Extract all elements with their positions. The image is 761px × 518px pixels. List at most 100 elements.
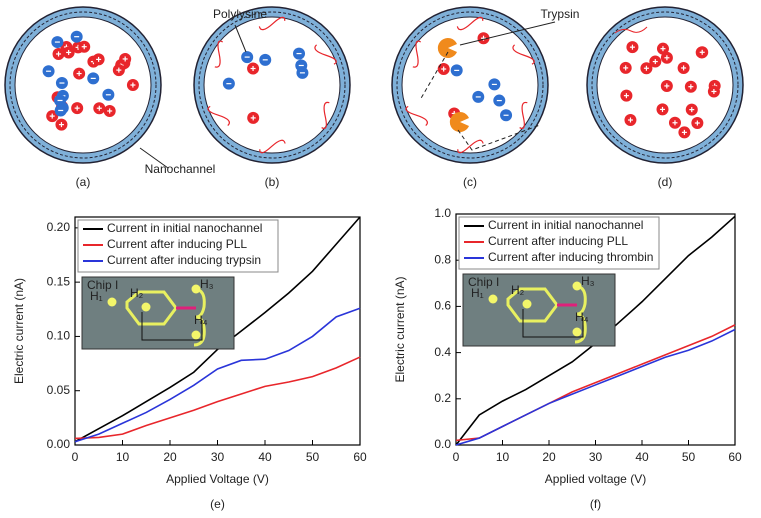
y-tick-label: 0.15: [47, 274, 71, 288]
polylysine: [207, 105, 230, 126]
x-tick-label: 40: [258, 450, 272, 464]
ion-sign: [252, 66, 254, 72]
trypsin: [437, 38, 457, 59]
x-tick-label: 10: [116, 450, 130, 464]
polylysine: [512, 44, 535, 65]
pointer: [139, 147, 169, 169]
electrode: [522, 299, 532, 309]
channel-dash: [198, 11, 346, 159]
ion-sign: [683, 65, 685, 71]
legend-label: Current after inducing PLL: [488, 234, 628, 248]
legend-box: [458, 216, 660, 270]
x-tick-label: 60: [728, 450, 742, 464]
polylysine: [457, 139, 484, 154]
ion-sign: [78, 71, 80, 77]
chip-channel: [125, 287, 206, 347]
legend-label: Current after inducing PLL: [107, 237, 247, 251]
polylysine: [456, 16, 484, 31]
ion-sign: [625, 93, 628, 99]
ion-sign: [299, 72, 305, 74]
ion-sign: [443, 66, 445, 72]
legend-label: Current after inducing trypsin: [107, 253, 261, 267]
electrode-label: H₃: [200, 277, 214, 291]
channel-inner: [401, 16, 539, 154]
y-tick-label: 0.8: [434, 252, 451, 266]
ion-sign: [674, 120, 676, 126]
ion-sign: [666, 83, 668, 89]
channel-dash: [591, 11, 739, 159]
ion-sign: [453, 110, 455, 116]
pointer: [459, 21, 556, 46]
ion-sign: [57, 51, 60, 57]
y-axis-label: Electric current (nA): [12, 278, 26, 384]
ion-sign: [690, 84, 692, 90]
electrode-label: H₂: [130, 286, 144, 300]
electrode: [488, 294, 498, 304]
panel-label: (b): [265, 175, 280, 189]
ion-sign: [68, 49, 70, 55]
polylysine: [321, 101, 330, 130]
panel-label: (c): [463, 175, 477, 189]
chip-wire: [522, 309, 584, 338]
ion-sign: [503, 114, 509, 116]
x-tick-label: 10: [496, 450, 510, 464]
polylysine: [259, 139, 286, 154]
diagram-label: Trypsin: [541, 7, 580, 21]
ion-sign: [77, 44, 79, 50]
caption: (f): [590, 497, 601, 511]
ion-sign: [683, 129, 685, 135]
electrode: [572, 327, 582, 337]
electrode: [141, 302, 151, 312]
legend-box: [77, 219, 279, 273]
ion-sign: [51, 113, 53, 119]
ion-sign: [109, 108, 111, 114]
ion-sign: [662, 46, 664, 52]
electrode-label: H₁: [471, 286, 484, 300]
ion-sign: [124, 56, 126, 62]
electrode-label: H₂: [511, 283, 525, 297]
x-axis-label: Applied Voltage (V): [166, 472, 269, 486]
ion-sign: [454, 69, 460, 72]
polylysine: [519, 101, 528, 130]
x-tick-label: 50: [682, 450, 696, 464]
channel-dash: [9, 11, 157, 159]
y-tick-label: 0.4: [434, 345, 451, 359]
ion-sign: [625, 65, 627, 71]
x-tick-label: 20: [542, 450, 556, 464]
ion-sign: [713, 88, 715, 94]
y-tick-label: 1.0: [434, 206, 451, 220]
electrode: [191, 330, 201, 340]
x-tick-label: 0: [72, 450, 79, 464]
ion-sign: [654, 59, 656, 65]
y-tick-label: 0.20: [47, 220, 71, 234]
ion-sign: [57, 99, 63, 102]
ion-sign: [262, 59, 268, 61]
series-line: [455, 328, 736, 446]
ion-sign: [691, 107, 693, 113]
electrode: [107, 297, 117, 307]
x-tick-label: 30: [589, 450, 603, 464]
electrode-label: H₄: [194, 313, 208, 327]
ion-sign: [54, 41, 60, 43]
ion-sign: [661, 106, 664, 112]
ion-sign: [701, 49, 703, 55]
ion-sign: [105, 94, 111, 96]
trypsin: [449, 112, 469, 132]
x-tick-label: 60: [353, 450, 367, 464]
ion-sign: [482, 35, 485, 41]
legend-label: Current in initial nanochannel: [107, 221, 262, 235]
ion-sign: [296, 52, 302, 55]
series-line: [74, 356, 361, 440]
chip-title: Chip I: [468, 275, 499, 289]
chip-inset: [81, 276, 235, 350]
chip-channel: [506, 284, 587, 344]
diagram-label: Polylysine: [213, 7, 267, 21]
y-tick-label: 0.0: [434, 437, 451, 451]
ion-sign: [696, 120, 698, 126]
ion-sign: [496, 99, 502, 102]
y-tick-label: 0.05: [47, 383, 71, 397]
ion-sign: [98, 105, 100, 111]
x-tick-label: 20: [163, 450, 177, 464]
arrow: [419, 51, 541, 151]
